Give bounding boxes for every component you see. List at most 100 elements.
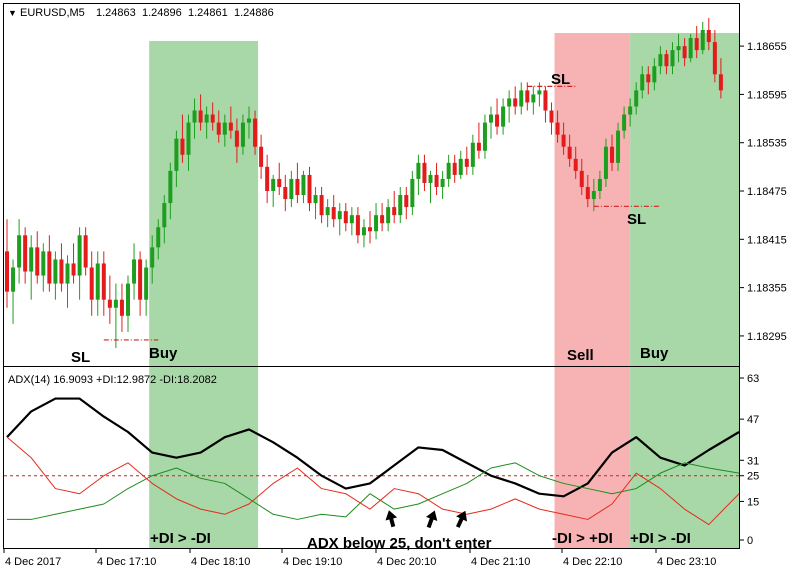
candle-body (126, 283, 130, 316)
candle-body (410, 178, 415, 208)
candle-body (247, 118, 251, 123)
candle-body (573, 158, 578, 171)
candle-body (670, 50, 675, 67)
series-adx-line (6, 397, 740, 498)
candle-body (561, 134, 566, 147)
candle-body (434, 174, 439, 187)
candle-body (95, 263, 100, 300)
candle-body (700, 30, 705, 51)
candle-body (374, 215, 379, 232)
candle-body (59, 259, 64, 284)
candle-body (283, 186, 288, 200)
candle-body (616, 130, 621, 163)
open-price: 1.24863 (96, 7, 136, 19)
zone-sell-price (554, 33, 631, 366)
candle-body (543, 90, 548, 111)
candle-body (664, 54, 669, 67)
candle-body (392, 207, 397, 216)
indicator-tick-label: 15 (747, 496, 759, 508)
candle-body (446, 162, 451, 179)
price-tick-label: 1.18355 (747, 283, 787, 295)
candle-body (585, 186, 590, 200)
candle-body (186, 122, 191, 155)
candle-body (610, 146, 614, 163)
price-tick-label: 1.18475 (747, 186, 787, 198)
candle-body (603, 146, 608, 179)
candle-body (404, 195, 409, 208)
annotation-plusdi-2: +DI > -DI (630, 530, 691, 547)
indicator-tick-label: 47 (747, 414, 759, 426)
candle-body (628, 106, 633, 115)
time-tick-label: 4 Dec 17:10 (97, 556, 156, 568)
candle-body (53, 259, 58, 284)
candle-body (295, 178, 300, 196)
candle-body (646, 74, 651, 83)
candle-body (132, 259, 137, 284)
candle-body (259, 146, 264, 167)
candle-body (77, 235, 82, 276)
candle-body (277, 178, 282, 187)
candle-body (83, 235, 88, 268)
arrow-up-icon (455, 510, 468, 528)
zone-buy-indicator (149, 367, 259, 548)
candle-body (29, 247, 34, 272)
candle-body (489, 114, 493, 123)
annotations: SL Buy SL SL Sell Buy +DI > -DI ADX belo… (71, 71, 691, 552)
candle-body (337, 211, 342, 220)
candle-body (712, 42, 717, 75)
series-plus_di-line (7, 462, 740, 520)
stop-loss-lines (103, 85, 661, 341)
candle-body (174, 138, 179, 171)
candle-body (361, 227, 366, 236)
candle-body (513, 98, 518, 107)
annotation-sl-buy-2: SL (627, 211, 646, 228)
candle-body (718, 74, 723, 91)
candle-body (519, 90, 524, 107)
candle-body (119, 299, 124, 316)
candle-body (597, 178, 602, 192)
candle-body (386, 207, 391, 224)
candle-body (240, 122, 245, 147)
candle-body (41, 251, 46, 276)
candle-body (35, 247, 40, 276)
arrow-up-icon (385, 510, 398, 528)
annotation-sell: Sell (567, 347, 594, 364)
candle-body (579, 170, 584, 187)
candle-body (501, 106, 506, 127)
candle-body (658, 54, 663, 67)
candle-body (23, 235, 28, 272)
candle-body (398, 195, 403, 216)
indicator-axis: 63 47 31 25 15 0 (739, 373, 759, 547)
candle-body (319, 195, 324, 216)
time-tick-label: 4 Dec 23:10 (657, 556, 716, 568)
indicator-tick-label: 25 (747, 471, 759, 483)
candle-body (289, 178, 294, 200)
price-tick-label: 1.18655 (747, 41, 787, 53)
candle-body (634, 90, 639, 107)
symbol-dropdown-icon[interactable]: ▼ (8, 8, 17, 18)
chart-header: ▼ EURUSD,M5 1.24863 1.24896 1.24861 1.24… (8, 7, 274, 19)
candle-body (622, 114, 627, 131)
candle-body (150, 247, 155, 268)
candle-body (89, 267, 94, 300)
candle-body (156, 227, 161, 248)
candle-body (416, 162, 421, 179)
candle-body (422, 162, 427, 183)
candle-body (265, 166, 270, 192)
candle-body (640, 74, 645, 91)
candle-body (144, 267, 149, 300)
candle-body (313, 195, 318, 204)
candle-body (531, 94, 536, 103)
candle-body (17, 235, 22, 268)
candle-body (234, 130, 239, 147)
candle-body (331, 207, 336, 220)
indicator-header: ADX(14) 16.9093 +DI:12.9872 -DI:18.2082 (8, 374, 217, 386)
candle-body (380, 215, 385, 224)
time-tick-label: 4 Dec 22:10 (563, 556, 622, 568)
candle-body (525, 90, 530, 103)
price-axis: 1.18655 1.18595 1.18535 1.18475 1.18415 1.183… (739, 41, 787, 343)
time-tick-label: 4 Dec 20:10 (377, 556, 436, 568)
annotation-adx-below: ADX below 25, don't enter (307, 535, 492, 552)
arrow-up-icon (426, 510, 438, 529)
